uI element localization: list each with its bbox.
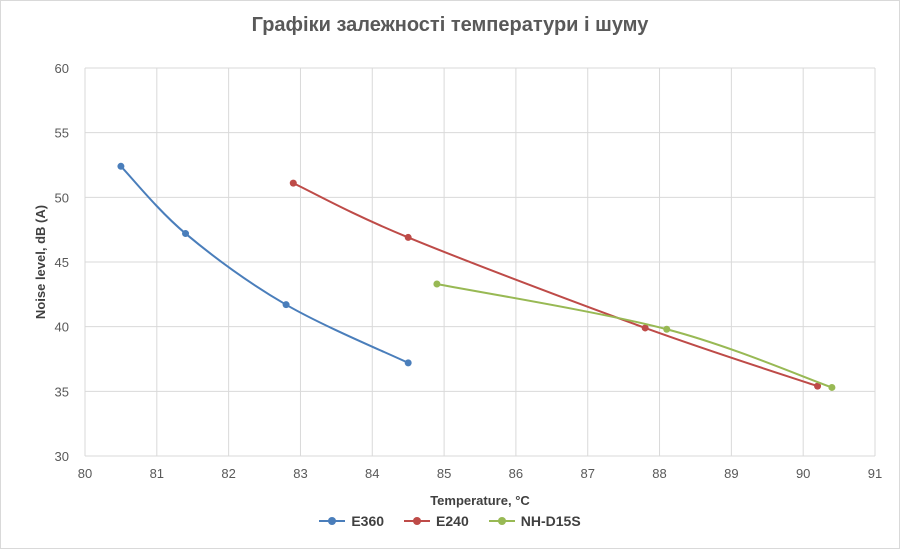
legend-item-e240: E240	[404, 513, 469, 529]
legend-label: E240	[436, 513, 469, 529]
data-point	[182, 230, 190, 238]
x-tick-label: 83	[293, 466, 307, 481]
chart-legend: E360 E240 NH-D15S	[0, 513, 900, 529]
gridlines	[84, 67, 876, 457]
x-tick-label: 86	[509, 466, 523, 481]
x-tick-label: 81	[150, 466, 164, 481]
y-tick-label: 60	[55, 61, 69, 76]
data-point	[404, 359, 412, 367]
series-line-e360	[120, 165, 409, 364]
y-tick-label: 45	[55, 255, 69, 270]
y-axis-ticks: 30 35 40 45 50 55 60	[55, 61, 69, 464]
x-tick-label: 82	[221, 466, 235, 481]
chart-title: Графіки залежності температури і шуму	[251, 14, 649, 36]
y-tick-label: 50	[55, 190, 69, 205]
data-point	[814, 382, 822, 390]
series-line-e240	[292, 182, 818, 388]
legend-item-nh-d15s: NH-D15S	[488, 513, 581, 529]
legend-swatch	[488, 516, 515, 526]
x-tick-label: 84	[365, 466, 379, 481]
data-point	[282, 301, 290, 309]
data-point	[433, 280, 441, 288]
y-tick-label: 55	[55, 126, 69, 141]
data-point	[117, 162, 125, 170]
y-tick-label: 30	[55, 449, 69, 464]
x-tick-label: 88	[652, 466, 666, 481]
x-tick-label: 85	[437, 466, 451, 481]
x-axis-ticks: 80 81 82 83 84 85 86 87 88 89 90 91	[78, 466, 882, 481]
data-point	[289, 179, 297, 187]
x-tick-label: 89	[724, 466, 738, 481]
x-tick-label: 91	[868, 466, 882, 481]
legend-label: E360	[351, 513, 385, 529]
legend-label: NH-D15S	[520, 513, 581, 529]
y-tick-label: 40	[55, 320, 69, 335]
legend-item-e360: E360	[319, 513, 384, 529]
y-axis-title: Noise level, dB (A)	[33, 205, 48, 319]
data-point	[828, 383, 836, 391]
x-axis-title: Temperature, °C	[430, 493, 530, 508]
data-point	[641, 324, 649, 332]
x-tick-label: 80	[78, 466, 92, 481]
x-tick-label: 87	[580, 466, 594, 481]
data-point	[663, 325, 671, 333]
legend-swatch	[404, 516, 431, 526]
series-layer	[117, 162, 836, 391]
y-tick-label: 35	[55, 384, 69, 399]
x-tick-label: 90	[796, 466, 810, 481]
legend-swatch	[319, 516, 346, 526]
data-point	[404, 233, 412, 241]
